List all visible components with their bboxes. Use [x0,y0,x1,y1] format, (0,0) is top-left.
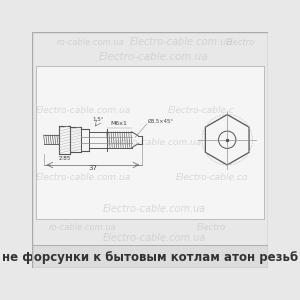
Text: Electro: Electro [197,223,226,232]
Text: Electro-cable.com.ua: Electro-cable.com.ua [130,37,233,47]
Text: 1.5°: 1.5° [92,117,104,122]
Bar [36,66,264,219]
Text: M6x1: M6x1 [111,121,128,126]
Text: Electro-cable.com.ua: Electro-cable.com.ua [106,138,202,147]
Bar [32,244,268,268]
Text: Electro-cable.com.ua: Electro-cable.com.ua [99,52,209,62]
Text: Electro-cable.com.ua: Electro-cable.com.ua [102,204,206,214]
Text: Electro-cable.com.ua: Electro-cable.com.ua [35,106,131,115]
Text: ro-cable.com.ua: ro-cable.com.ua [49,223,117,232]
Text: Electro-cable.c: Electro-cable.c [168,106,235,115]
Text: 37: 37 [88,165,98,171]
Text: ro-cable.com.ua: ro-cable.com.ua [57,38,125,46]
Text: Ø3.5×45°: Ø3.5×45° [148,118,174,123]
Text: Electro-cable.com.ua: Electro-cable.com.ua [102,233,206,243]
Text: Electro-cable.co: Electro-cable.co [175,173,248,182]
Text: 2.85: 2.85 [59,156,71,161]
Text: не форсунки к бытовым котлам атон резьб: не форсунки к бытовым котлам атон резьб [2,251,298,264]
Text: Electro: Electro [226,38,255,46]
Text: Electro-cable.com.ua: Electro-cable.com.ua [35,173,131,182]
